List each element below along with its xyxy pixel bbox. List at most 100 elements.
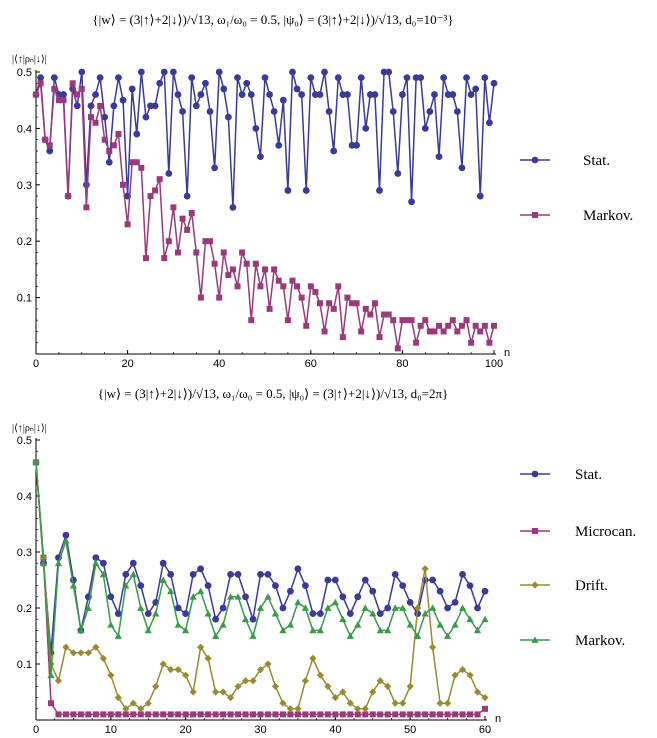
data-point (92, 711, 99, 718)
data-point (331, 694, 339, 702)
data-point (204, 654, 212, 662)
data-point (165, 238, 172, 245)
data-point (192, 102, 200, 110)
data-point (443, 632, 452, 639)
data-point (440, 328, 447, 335)
data-point (242, 711, 249, 718)
data-point (224, 113, 232, 121)
data-point (422, 711, 429, 718)
data-point (212, 615, 220, 623)
data-point (54, 677, 63, 685)
data-point (271, 610, 280, 617)
data-point (206, 108, 214, 115)
data-point (77, 711, 84, 718)
data-point (369, 711, 376, 718)
data-point (197, 643, 205, 651)
series-drift (32, 458, 489, 713)
data-point (99, 570, 107, 578)
x-tick-label: 50 (404, 724, 416, 736)
data-point (436, 587, 444, 595)
data-point (133, 130, 141, 138)
data-point (47, 700, 54, 707)
data-point (212, 711, 219, 718)
data-point (147, 193, 154, 200)
data-point (62, 537, 70, 544)
data-point (307, 74, 315, 82)
data-point (376, 334, 383, 341)
data-point (272, 582, 279, 589)
data-point (114, 610, 122, 617)
data-point (399, 317, 406, 324)
data-point (346, 610, 354, 617)
data-point (312, 288, 319, 295)
data-point (321, 68, 328, 76)
data-point (77, 626, 85, 634)
data-point (161, 255, 168, 262)
data-point (261, 74, 269, 82)
legend-label: Markov. (583, 208, 633, 224)
data-point (170, 204, 177, 211)
x-tick-label: 10 (105, 724, 117, 736)
data-point (122, 571, 130, 578)
data-point (301, 604, 309, 611)
data-point (271, 682, 280, 690)
data-point (481, 694, 489, 702)
data-point (226, 694, 235, 702)
data-point (463, 317, 470, 324)
legend-label: Stat. (583, 153, 610, 169)
data-point (101, 113, 109, 121)
data-point (436, 621, 444, 628)
data-point (234, 74, 241, 82)
legend-marker (532, 528, 538, 534)
data-point (294, 565, 302, 573)
x-tick-label: 20 (121, 358, 133, 370)
data-point (316, 610, 324, 617)
data-point (298, 294, 305, 301)
data-point (42, 136, 49, 143)
data-point (369, 688, 377, 696)
data-point (270, 108, 278, 115)
data-point (474, 711, 481, 718)
data-point (339, 688, 347, 696)
data-point (413, 339, 420, 346)
data-point (429, 711, 436, 718)
data-point (459, 711, 466, 718)
data-point (128, 85, 136, 93)
data-point (229, 203, 237, 211)
data-point (62, 531, 70, 539)
series-line (35, 462, 486, 716)
data-point (317, 711, 324, 718)
data-point (346, 699, 354, 707)
data-point (422, 317, 429, 324)
data-point (325, 108, 333, 115)
data-point (472, 85, 480, 93)
x-tick-label: 30 (254, 724, 266, 736)
data-point (264, 593, 272, 600)
data-point (226, 593, 235, 600)
data-point (421, 565, 429, 573)
data-point (227, 571, 234, 578)
legend-item: Drift. (520, 578, 608, 594)
data-point (114, 632, 122, 639)
data-point (107, 671, 115, 679)
data-point (309, 610, 317, 617)
data-point (122, 705, 130, 713)
data-point (309, 654, 317, 662)
data-point (144, 626, 152, 634)
data-point (92, 643, 100, 651)
data-point (316, 671, 324, 679)
x-tick-label: 20 (180, 724, 192, 736)
data-point (249, 632, 257, 639)
data-point (309, 626, 317, 634)
data-point (335, 283, 342, 290)
y-tick-label: 0.3 (17, 547, 32, 559)
data-point (486, 119, 493, 127)
data-point (371, 300, 378, 307)
data-point (257, 711, 264, 718)
data-point (182, 610, 190, 617)
data-point (451, 671, 459, 679)
series-line (35, 462, 486, 653)
chart2-title: {|w⟩ = (3|↑⟩+2|↓⟩)/√13, ω₁/ω₀ = 0.5, |ψ₀… (98, 386, 449, 401)
data-point (298, 91, 306, 98)
data-point (361, 576, 369, 584)
